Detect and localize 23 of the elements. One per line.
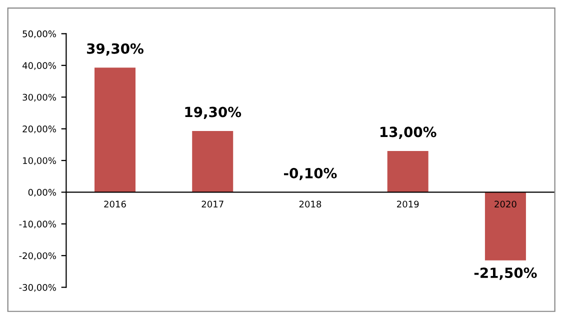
y-tick-label: 20,00% — [22, 126, 56, 134]
data-label: -21,50% — [474, 268, 537, 280]
data-label: 13,00% — [380, 126, 436, 139]
bar — [192, 131, 234, 192]
y-tick-label: 30,00% — [22, 94, 56, 102]
y-tick-label: -20,00% — [19, 252, 56, 260]
y-tick-label: -10,00% — [19, 220, 56, 228]
data-label: 39,30% — [87, 43, 144, 56]
bar — [94, 68, 136, 192]
x-tick-label: 2016 — [104, 200, 126, 208]
data-label: -0,10% — [284, 168, 337, 180]
y-tick-label: 0,00% — [28, 188, 56, 197]
y-tick-label: -30,00% — [19, 284, 56, 292]
x-tick-label: 2017 — [202, 200, 224, 208]
x-tick-label: 2020 — [494, 200, 516, 208]
y-tick-label: 10,00% — [23, 157, 56, 165]
data-label: 19,30% — [185, 106, 242, 119]
bar — [387, 150, 428, 192]
x-tick-label: 2019 — [397, 200, 419, 208]
x-tick-label: 2018 — [299, 200, 322, 208]
y-tick-label: 40,00% — [22, 62, 56, 70]
y-tick-label: 50,00% — [22, 30, 56, 38]
bar — [484, 192, 526, 260]
